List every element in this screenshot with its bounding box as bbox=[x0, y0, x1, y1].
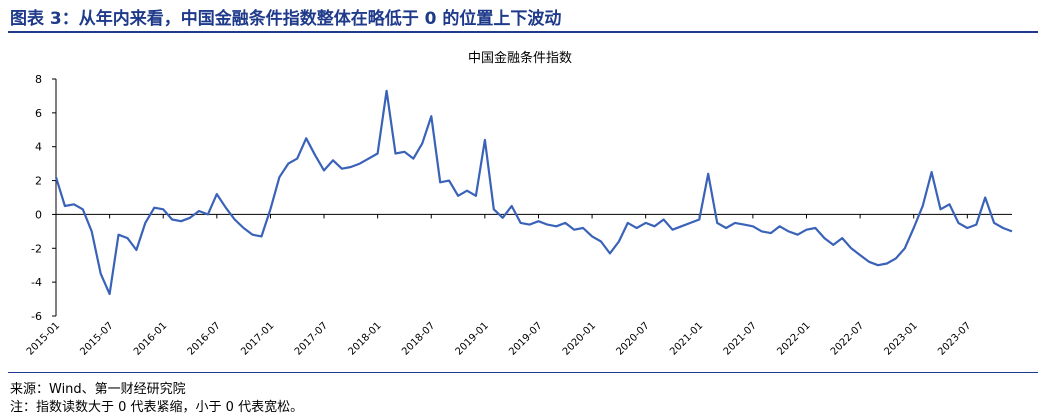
y-tick-labels: -6 -4 -2 0 2 4 6 8 bbox=[31, 73, 42, 323]
x-tick-label: 2016-07 bbox=[186, 320, 223, 357]
x-tick-label: 2022-01 bbox=[775, 320, 812, 357]
chart-title: 中国金融条件指数 bbox=[468, 50, 572, 66]
x-tick-label: 2017-01 bbox=[239, 320, 276, 357]
bottom-rule bbox=[8, 372, 1038, 373]
x-tick-label: 2023-07 bbox=[936, 320, 973, 357]
title-rule bbox=[8, 31, 1038, 33]
footnote: 注：指数读数大于 0 代表紧缩，小于 0 代表宽松。 bbox=[10, 400, 304, 415]
figure-title: 图表 3：从年内来看，中国金融条件指数整体在略低于 0 的位置上下波动 bbox=[10, 9, 562, 29]
x-tick-label: 2019-01 bbox=[454, 320, 491, 357]
x-tick-label: 2017-07 bbox=[293, 320, 330, 357]
y-tick-label: -2 bbox=[31, 242, 42, 255]
y-tick-label: 6 bbox=[35, 107, 42, 120]
x-tick-label: 2019-07 bbox=[507, 320, 544, 357]
x-tick-label: 2018-01 bbox=[346, 320, 383, 357]
x-tick-label: 2015-01 bbox=[25, 320, 62, 357]
series-layer bbox=[54, 89, 1013, 296]
y-tick-label: 4 bbox=[35, 141, 42, 154]
x-tick-label: 2020-01 bbox=[561, 320, 598, 357]
source-note: 来源：Wind、第一财经研究院 bbox=[10, 382, 186, 397]
x-tick-label: 2021-07 bbox=[722, 320, 759, 357]
x-tick-label: 2015-07 bbox=[78, 320, 115, 357]
y-tick-label: -6 bbox=[31, 310, 42, 323]
x-tick-label: 2016-01 bbox=[132, 320, 169, 357]
series-line bbox=[54, 89, 1013, 296]
axes bbox=[52, 78, 1012, 317]
y-tick-label: -4 bbox=[31, 276, 42, 289]
x-tick-label: 2023-01 bbox=[883, 320, 920, 357]
x-tick-label: 2022-07 bbox=[829, 320, 866, 357]
y-tick-label: 8 bbox=[35, 73, 42, 86]
y-tick-label: 0 bbox=[35, 208, 42, 221]
x-tick-labels: 2015-01 2015-07 2016-01 2016-07 2017-01 2017-… bbox=[25, 320, 974, 357]
x-tick-label: 2021-01 bbox=[668, 320, 705, 357]
x-tick-label: 2020-07 bbox=[614, 320, 651, 357]
x-tick-label: 2018-07 bbox=[400, 320, 437, 357]
y-tick-label: 2 bbox=[35, 175, 42, 188]
